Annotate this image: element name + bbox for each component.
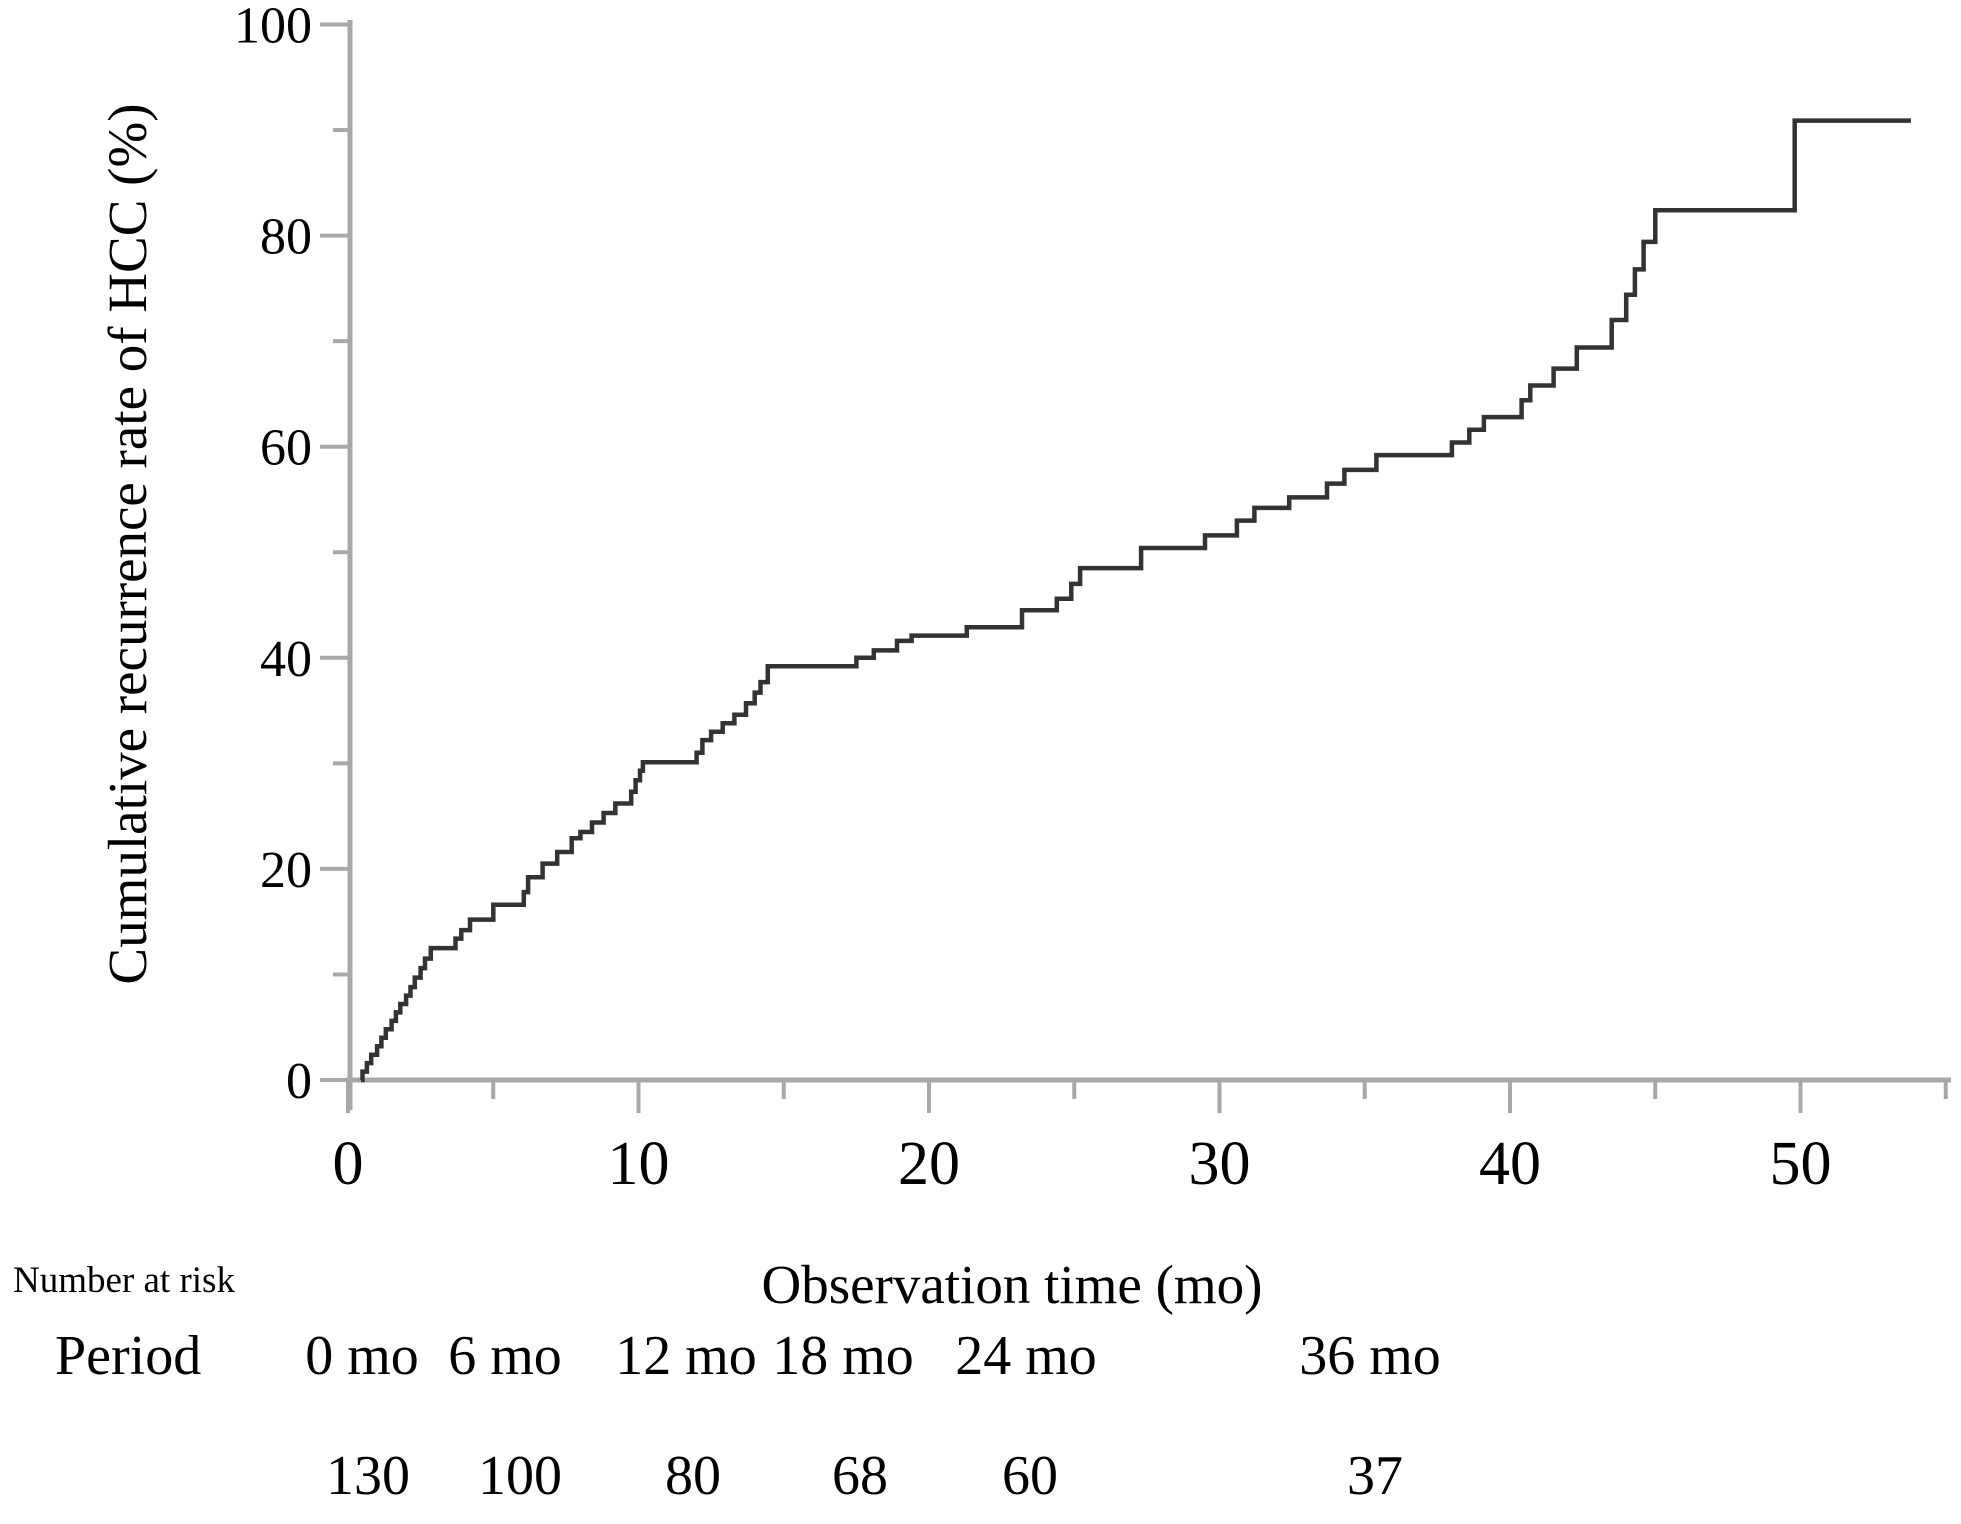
risk-count-5: 37 [1347,1445,1403,1507]
x-tick-label-0: 0 [333,1130,364,1198]
risk-count-4: 60 [1002,1445,1058,1507]
risk-row-label: Period [55,1325,202,1387]
km-step-path [360,118,1911,1083]
y-axis-title: Cumulative recurrence rate of HCC (%) [97,103,158,985]
risk-count-1: 100 [478,1445,562,1507]
risk-period-2: 12 mo [615,1325,757,1387]
y-tick-label-0: 0 [286,1053,312,1110]
risk-period-1: 6 mo [448,1325,562,1387]
x-axis-title: Observation time (mo) [761,1254,1263,1315]
x-tick-label-50: 50 [1770,1130,1832,1198]
risk-period-4: 24 mo [955,1325,1097,1387]
x-tick-label-30: 30 [1189,1130,1251,1198]
risk-count-3: 68 [832,1445,888,1507]
risk-period-5: 36 mo [1299,1325,1441,1387]
axes [346,20,1951,1110]
axis-ticks [320,22,1948,1113]
risk-period-0: 0 mo [305,1325,419,1387]
risk-count-0: 130 [326,1445,410,1507]
risk-period-3: 18 mo [772,1325,914,1387]
number-at-risk-heading: Number at risk [13,1260,235,1301]
x-tick-label-40: 40 [1479,1130,1541,1198]
x-tick-label-10: 10 [608,1130,670,1198]
y-tick-label-100: 100 [234,0,312,55]
y-tick-label-40: 40 [260,631,312,688]
y-tick-label-20: 20 [260,842,312,899]
y-tick-label-60: 60 [260,420,312,477]
x-tick-label-20: 20 [898,1130,960,1198]
risk-count-2: 80 [665,1445,721,1507]
tick-labels: 0 20 40 60 80 100 0 10 20 30 40 50 [234,0,1832,1198]
recurrence-curve [360,118,1911,1083]
y-tick-label-80: 80 [260,209,312,266]
